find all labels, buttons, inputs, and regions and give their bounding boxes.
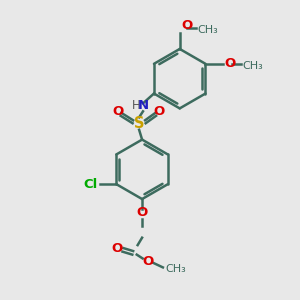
Text: O: O — [111, 242, 122, 255]
Text: CH₃: CH₃ — [197, 25, 218, 34]
Text: CH₃: CH₃ — [242, 61, 263, 71]
Text: O: O — [136, 206, 148, 219]
Text: O: O — [142, 255, 154, 268]
Text: N: N — [137, 99, 148, 112]
Text: Cl: Cl — [84, 178, 98, 191]
Text: O: O — [181, 19, 193, 32]
Text: S: S — [134, 116, 144, 131]
Text: O: O — [112, 106, 123, 118]
Text: O: O — [224, 57, 236, 70]
Text: CH₃: CH₃ — [166, 264, 187, 274]
Text: H: H — [132, 99, 140, 112]
Text: O: O — [153, 106, 165, 118]
